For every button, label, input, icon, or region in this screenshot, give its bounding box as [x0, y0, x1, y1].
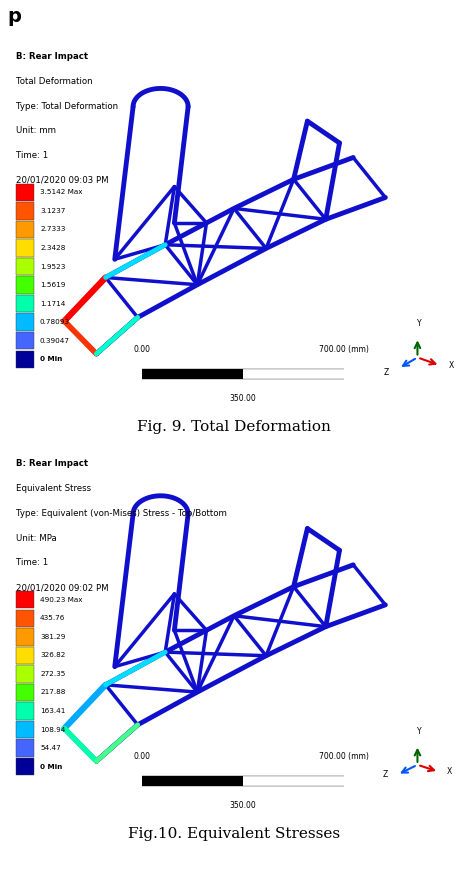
Bar	[16, 184, 35, 201]
Text: ANSYS: ANSYS	[397, 52, 450, 66]
Text: Type: Total Deformation: Type: Total Deformation	[16, 102, 118, 110]
Text: 272.35: 272.35	[40, 671, 66, 677]
Text: 350.00: 350.00	[230, 802, 256, 810]
Bar	[16, 721, 35, 738]
Text: Total Deformation: Total Deformation	[16, 77, 93, 86]
Bar	[16, 314, 35, 331]
Text: 326.82: 326.82	[40, 653, 66, 659]
Text: 490.23 Max: 490.23 Max	[40, 597, 82, 603]
Bar	[16, 628, 35, 646]
Text: 700.00 (mm): 700.00 (mm)	[319, 345, 369, 354]
Bar	[16, 758, 35, 775]
Text: 0.39047: 0.39047	[40, 338, 70, 343]
Text: Y: Y	[417, 727, 422, 736]
Text: Time: 1: Time: 1	[16, 558, 48, 568]
Bar	[16, 646, 35, 664]
Bar	[16, 684, 35, 701]
Text: p: p	[7, 7, 21, 25]
Text: 217.88: 217.88	[40, 689, 66, 696]
Bar	[16, 703, 35, 720]
Text: 435.76: 435.76	[40, 615, 66, 621]
Text: 1.1714: 1.1714	[40, 300, 66, 307]
Text: Unit: mm: Unit: mm	[16, 126, 56, 135]
Text: 54.47: 54.47	[40, 745, 61, 751]
Text: 20/01/2020 09:02 PM: 20/01/2020 09:02 PM	[16, 583, 109, 592]
Text: 1.5619: 1.5619	[40, 282, 66, 288]
Text: 3.5142 Max: 3.5142 Max	[40, 189, 82, 195]
Text: Z: Z	[383, 770, 388, 780]
Text: 0.78093: 0.78093	[40, 319, 70, 325]
Bar	[16, 350, 35, 368]
Text: Fig.10. Equivalent Stresses: Fig.10. Equivalent Stresses	[128, 828, 340, 841]
Text: B: Rear Impact: B: Rear Impact	[16, 52, 88, 61]
Text: 2.3428: 2.3428	[40, 245, 66, 251]
Text: 0.00: 0.00	[134, 752, 151, 761]
Text: 108.94: 108.94	[40, 726, 66, 732]
Text: Y: Y	[417, 320, 422, 328]
Text: 16.0: 16.0	[424, 85, 450, 98]
Text: 0 Min: 0 Min	[40, 764, 62, 770]
Text: 16.0: 16.0	[424, 492, 450, 505]
Text: 350.00: 350.00	[230, 394, 256, 403]
Bar	[16, 610, 35, 627]
Text: Z: Z	[384, 368, 389, 377]
Bar	[16, 591, 35, 609]
Bar	[16, 739, 35, 757]
Text: 381.29: 381.29	[40, 634, 66, 639]
Text: B: Rear Impact: B: Rear Impact	[16, 459, 88, 469]
Bar	[16, 221, 35, 238]
Bar	[16, 665, 35, 682]
Text: 20/01/2020 09:03 PM: 20/01/2020 09:03 PM	[16, 176, 109, 185]
Text: 2.7333: 2.7333	[40, 227, 66, 232]
Bar	[16, 258, 35, 275]
Text: Unit: MPa: Unit: MPa	[16, 533, 57, 542]
Text: Type: Equivalent (von-Mises) Stress - Top/Bottom: Type: Equivalent (von-Mises) Stress - To…	[16, 509, 227, 518]
Text: ANSYS: ANSYS	[397, 459, 450, 473]
Text: Fig. 9. Total Deformation: Fig. 9. Total Deformation	[137, 420, 331, 434]
Bar	[16, 202, 35, 220]
Text: X: X	[448, 361, 453, 370]
Bar	[16, 332, 35, 350]
Text: 0.00: 0.00	[134, 345, 151, 354]
Text: 163.41: 163.41	[40, 708, 66, 714]
Text: Time: 1: Time: 1	[16, 151, 48, 160]
Text: X: X	[447, 767, 453, 776]
Text: 1.9523: 1.9523	[40, 264, 66, 270]
Text: Equivalent Stress: Equivalent Stress	[16, 484, 91, 493]
Bar	[16, 295, 35, 313]
Bar	[16, 239, 35, 257]
Bar	[16, 277, 35, 293]
Text: 700.00 (mm): 700.00 (mm)	[319, 752, 369, 761]
Text: 0 Min: 0 Min	[40, 357, 62, 363]
Text: 3.1237: 3.1237	[40, 208, 66, 214]
